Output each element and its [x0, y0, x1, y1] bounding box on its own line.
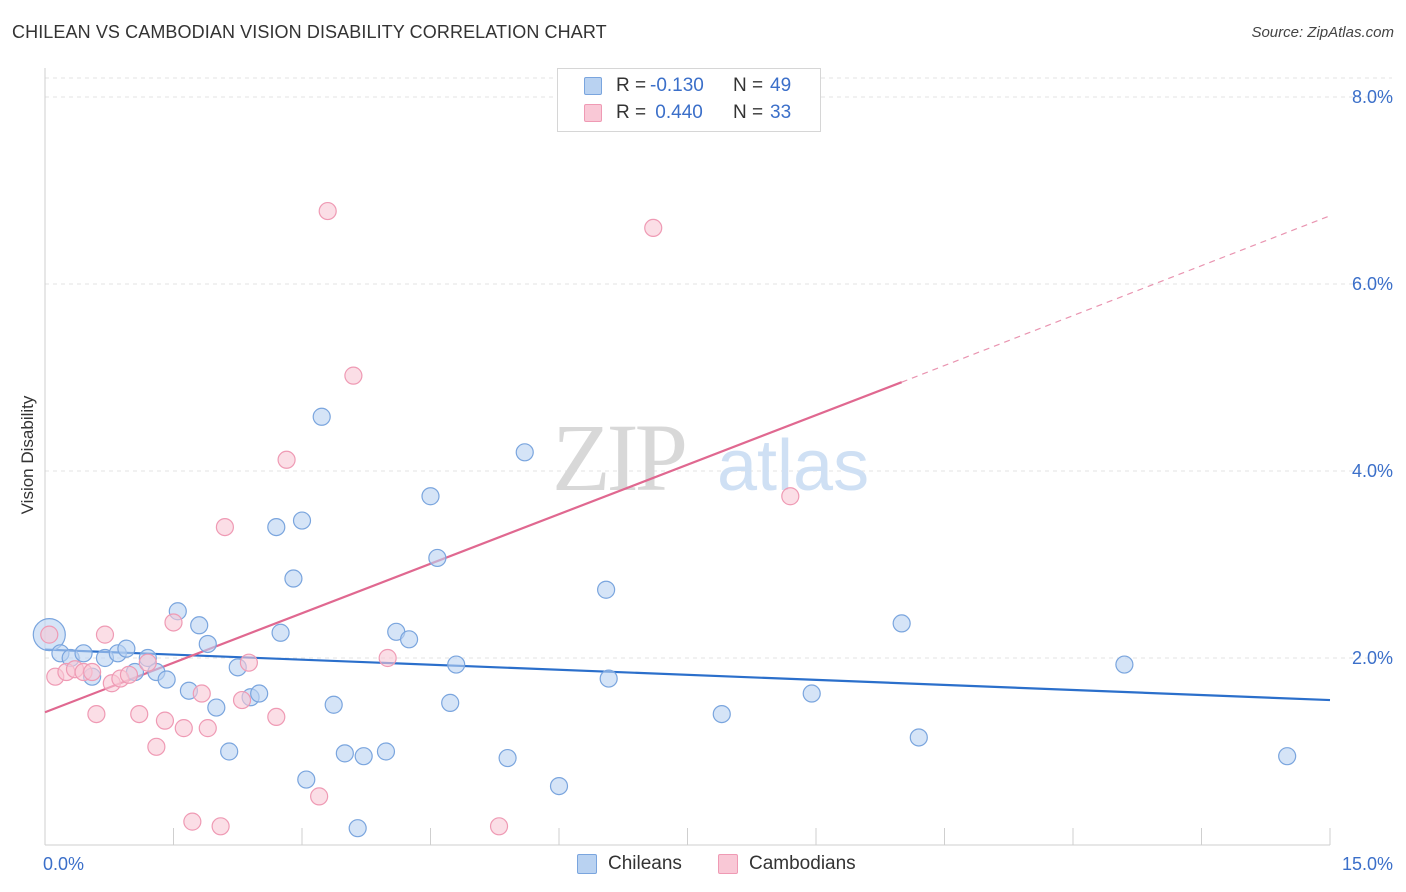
chileans-point [428, 548, 447, 568]
cambodians-point [164, 613, 183, 632]
legend-r-value: 0.440 [650, 102, 703, 123]
tick-labels: 2.0% 4.0% 6.0% 8.0% 0.0% 15.0% [43, 87, 1393, 874]
stats-legend: R = -0.130 N = 49 R = 0.440 N = 33 [557, 68, 821, 132]
chileans-point [297, 770, 316, 789]
chileans-point [74, 644, 93, 663]
cambodians-point [344, 366, 363, 385]
cambodians-point [378, 648, 397, 668]
chileans-point [421, 487, 440, 506]
cambodians-point [155, 711, 175, 730]
cambodians-point [119, 665, 139, 684]
chileans-point [271, 623, 290, 642]
trend-line-cambodians-extension [901, 215, 1331, 383]
cambodians-point [781, 487, 800, 506]
cambodians-point [644, 218, 663, 237]
cambodians-point [215, 517, 234, 537]
chileans-point [712, 704, 731, 724]
trend-line-cambodians [44, 381, 903, 714]
chileans-point [399, 630, 419, 649]
cambodians-point [95, 625, 115, 644]
source-label: Source: ZipAtlas.com [1251, 24, 1394, 41]
cambodians-point [147, 737, 166, 756]
bottom-legend-label-chileans: Chileans [608, 853, 682, 874]
chart-title: CHILEAN VS CAMBODIAN VISION DISABILITY C… [12, 22, 607, 42]
legend-row-cambodians: R = 0.440 N = 33 [558, 100, 820, 127]
cambodians-point [198, 719, 217, 738]
legend-n-label: N = [733, 75, 764, 96]
legend-n-label: N = [733, 102, 764, 123]
y-tick-label: 8.0% [1352, 87, 1393, 107]
chileans-point [599, 669, 618, 688]
cambodians-point [83, 662, 102, 682]
cambodians-point [489, 817, 509, 836]
legend-r-value: -0.130 [650, 75, 704, 96]
axes [44, 68, 1331, 846]
chileans-point [324, 695, 343, 714]
chileans-point [447, 655, 466, 674]
legend-n-value: 49 [770, 75, 792, 96]
cambodians-point [87, 704, 106, 724]
x-tick-label: 15.0% [1342, 854, 1393, 874]
legend-swatch-chileans [584, 77, 602, 95]
bottom-legend-label-cambodians: Cambodians [749, 853, 856, 874]
chileans-point [515, 443, 534, 462]
cambodians-point [318, 201, 337, 221]
cambodians-point [211, 817, 230, 836]
cambodians-point [267, 707, 286, 727]
legend-r-label: R = [616, 75, 647, 96]
cambodians-point [40, 625, 59, 644]
data-points [32, 201, 1297, 838]
chileans-point [190, 616, 209, 635]
cambodians-point [192, 684, 211, 703]
x-tick-label: 0.0% [43, 854, 84, 874]
legend-row-chileans: R = -0.130 N = 49 [558, 73, 820, 100]
chileans-point [117, 639, 136, 658]
bottom-legend-swatch-cambodians [718, 854, 738, 874]
trend-line-chileans [44, 648, 1331, 702]
y-axis-label: Vision Disability [18, 395, 37, 515]
chileans-point [909, 728, 928, 747]
cambodians-point [232, 690, 252, 710]
chileans-point [376, 742, 396, 761]
legend-swatch-cambodians [584, 104, 602, 122]
watermark: ZIP atlas [552, 404, 869, 511]
cambodians-point [239, 653, 258, 672]
y-tick-label: 2.0% [1352, 648, 1393, 668]
chileans-point [198, 634, 217, 654]
chileans-point [157, 670, 176, 689]
grid-lines [45, 77, 1392, 659]
bottom-legend-swatch-chileans [577, 854, 597, 874]
chileans-point [441, 693, 460, 712]
cambodians-point [310, 787, 329, 806]
trend-lines [44, 215, 1331, 714]
chileans-point [1278, 747, 1297, 766]
cambodians-point [174, 719, 193, 738]
chileans-point [892, 614, 911, 633]
legend-r-label: R = [616, 102, 647, 123]
legend-n-value: 33 [770, 102, 792, 123]
chileans-point [348, 819, 367, 838]
chileans-point [267, 517, 286, 537]
chileans-point [354, 747, 373, 766]
y-tick-label: 6.0% [1352, 274, 1393, 294]
chileans-point [335, 744, 354, 763]
chileans-point [220, 742, 239, 761]
chileans-point [312, 407, 331, 426]
cambodians-point [138, 653, 157, 672]
chileans-point [549, 776, 569, 796]
chileans-point [292, 511, 312, 530]
cambodians-point [130, 704, 149, 724]
chileans-point [498, 748, 517, 768]
chileans-point [597, 580, 616, 599]
chileans-point [1115, 655, 1134, 674]
chileans-point [802, 684, 821, 703]
chileans-point [250, 684, 269, 703]
watermark-zip: ZIP [552, 404, 685, 511]
cambodians-point [277, 450, 296, 469]
cambodians-point [183, 812, 202, 831]
chileans-point [207, 698, 226, 717]
y-tick-label: 4.0% [1352, 461, 1393, 481]
chileans-point [284, 569, 303, 588]
